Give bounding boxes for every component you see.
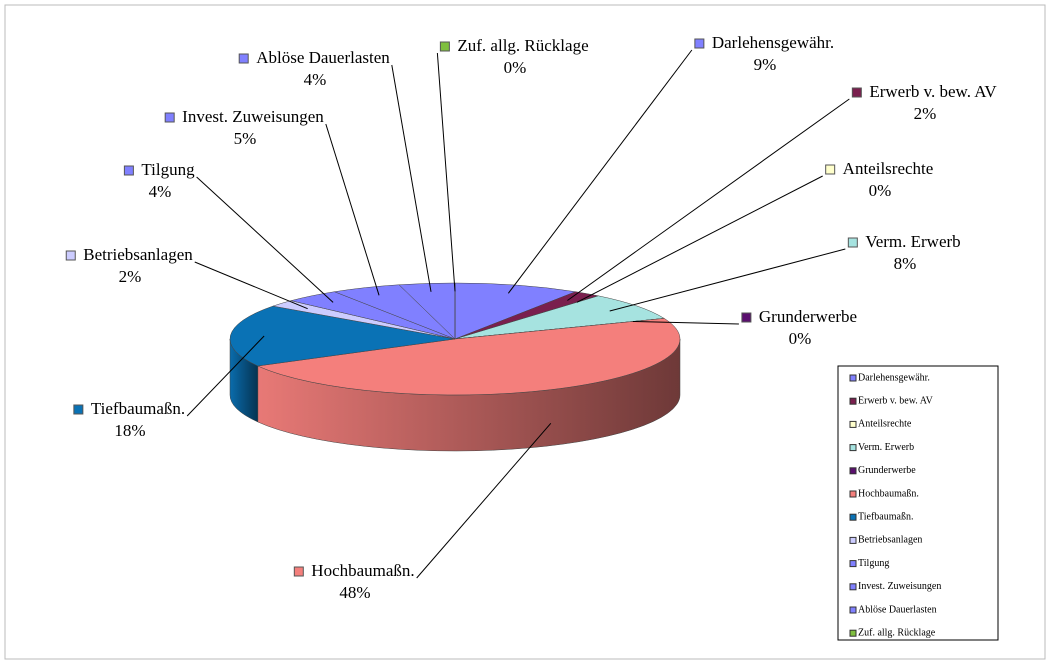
legend-marker xyxy=(849,444,857,452)
leader-line xyxy=(196,176,334,303)
label-marker xyxy=(439,41,450,52)
data-label-name: Hochbaumaßn. xyxy=(311,561,414,580)
slice xyxy=(454,282,577,340)
legend-label: Zuf. allg. Rücklage xyxy=(858,627,936,638)
legend-label: Darlehensgewähr. xyxy=(858,372,930,383)
label-marker xyxy=(123,165,134,176)
data-label-value: 2% xyxy=(914,104,937,123)
legend-label: Anteilsrechte xyxy=(858,419,912,430)
slice xyxy=(256,318,681,396)
leader-line xyxy=(325,123,380,296)
leader-line xyxy=(186,335,265,417)
data-label-name: Ablöse Dauerlasten xyxy=(256,48,390,67)
legend-marker xyxy=(849,397,857,405)
legend-label: Hochbaumaßn. xyxy=(858,488,919,499)
data-label-name: Darlehensgewähr. xyxy=(712,33,834,52)
legend-label: Tilgung xyxy=(858,558,889,569)
label-marker xyxy=(73,404,84,415)
label-marker xyxy=(694,38,705,49)
data-label-value: 18% xyxy=(114,421,145,440)
data-label-value: 4% xyxy=(304,70,327,89)
data-label-value: 9% xyxy=(754,55,777,74)
leader-line xyxy=(391,64,432,292)
data-label-value: 2% xyxy=(119,267,142,286)
data-label-name: Tiefbaumaßn. xyxy=(91,399,185,418)
legend-label: Erwerb v. bew. AV xyxy=(858,395,934,406)
label-marker xyxy=(238,53,249,64)
legend-marker xyxy=(849,513,857,521)
label-marker xyxy=(293,566,304,577)
legend-marker xyxy=(849,606,857,614)
data-label-name: Zuf. allg. Rücklage xyxy=(457,36,588,55)
label-marker xyxy=(164,112,175,123)
data-label-value: 8% xyxy=(894,254,917,273)
data-label-value: 0% xyxy=(789,329,812,348)
legend-marker xyxy=(849,420,857,428)
label-marker xyxy=(851,87,862,98)
legend-label: Grunderwerbe xyxy=(858,465,916,476)
data-label-value: 48% xyxy=(339,583,370,602)
legend-label: Betriebsanlagen xyxy=(858,535,922,546)
legend-label: Invest. Zuweisungen xyxy=(858,581,941,592)
data-label-name: Tilgung xyxy=(141,160,195,179)
data-label-name: Verm. Erwerb xyxy=(865,232,960,251)
leader-line xyxy=(194,261,308,310)
legend-label: Verm. Erwerb xyxy=(858,442,914,453)
legend-marker xyxy=(849,374,857,382)
data-label-value: 0% xyxy=(504,58,527,77)
legend-box xyxy=(837,365,999,641)
legend-marker xyxy=(849,560,857,568)
leader-line xyxy=(609,248,846,312)
data-label-name: Betriebsanlagen xyxy=(83,245,193,264)
data-label-name: Grunderwerbe xyxy=(759,307,857,326)
leader-line xyxy=(632,320,739,325)
slice xyxy=(229,305,456,367)
legend-marker xyxy=(849,467,857,475)
leader-line xyxy=(507,49,693,294)
data-label-value: 0% xyxy=(869,181,892,200)
legend-label: Ablöse Dauerlasten xyxy=(858,604,937,615)
leader-line xyxy=(567,98,850,301)
label-marker xyxy=(825,164,836,175)
leader-line xyxy=(416,422,552,579)
label-marker xyxy=(741,312,752,323)
data-label-name: Anteilsrechte xyxy=(843,159,934,178)
label-marker xyxy=(847,237,858,248)
data-label-value: 4% xyxy=(149,182,172,201)
label-marker xyxy=(65,250,76,261)
legend-marker xyxy=(849,629,857,637)
data-label-value: 5% xyxy=(234,129,257,148)
legend-marker xyxy=(849,536,857,544)
legend-marker xyxy=(849,490,857,498)
leader-line xyxy=(576,175,823,303)
leader-line xyxy=(436,52,456,292)
slice xyxy=(454,295,665,340)
legend-marker xyxy=(849,583,857,591)
legend-label: Tiefbaumaßn. xyxy=(858,511,913,522)
data-label-name: Erwerb v. bew. AV xyxy=(869,82,997,101)
data-label-name: Invest. Zuweisungen xyxy=(182,107,324,126)
